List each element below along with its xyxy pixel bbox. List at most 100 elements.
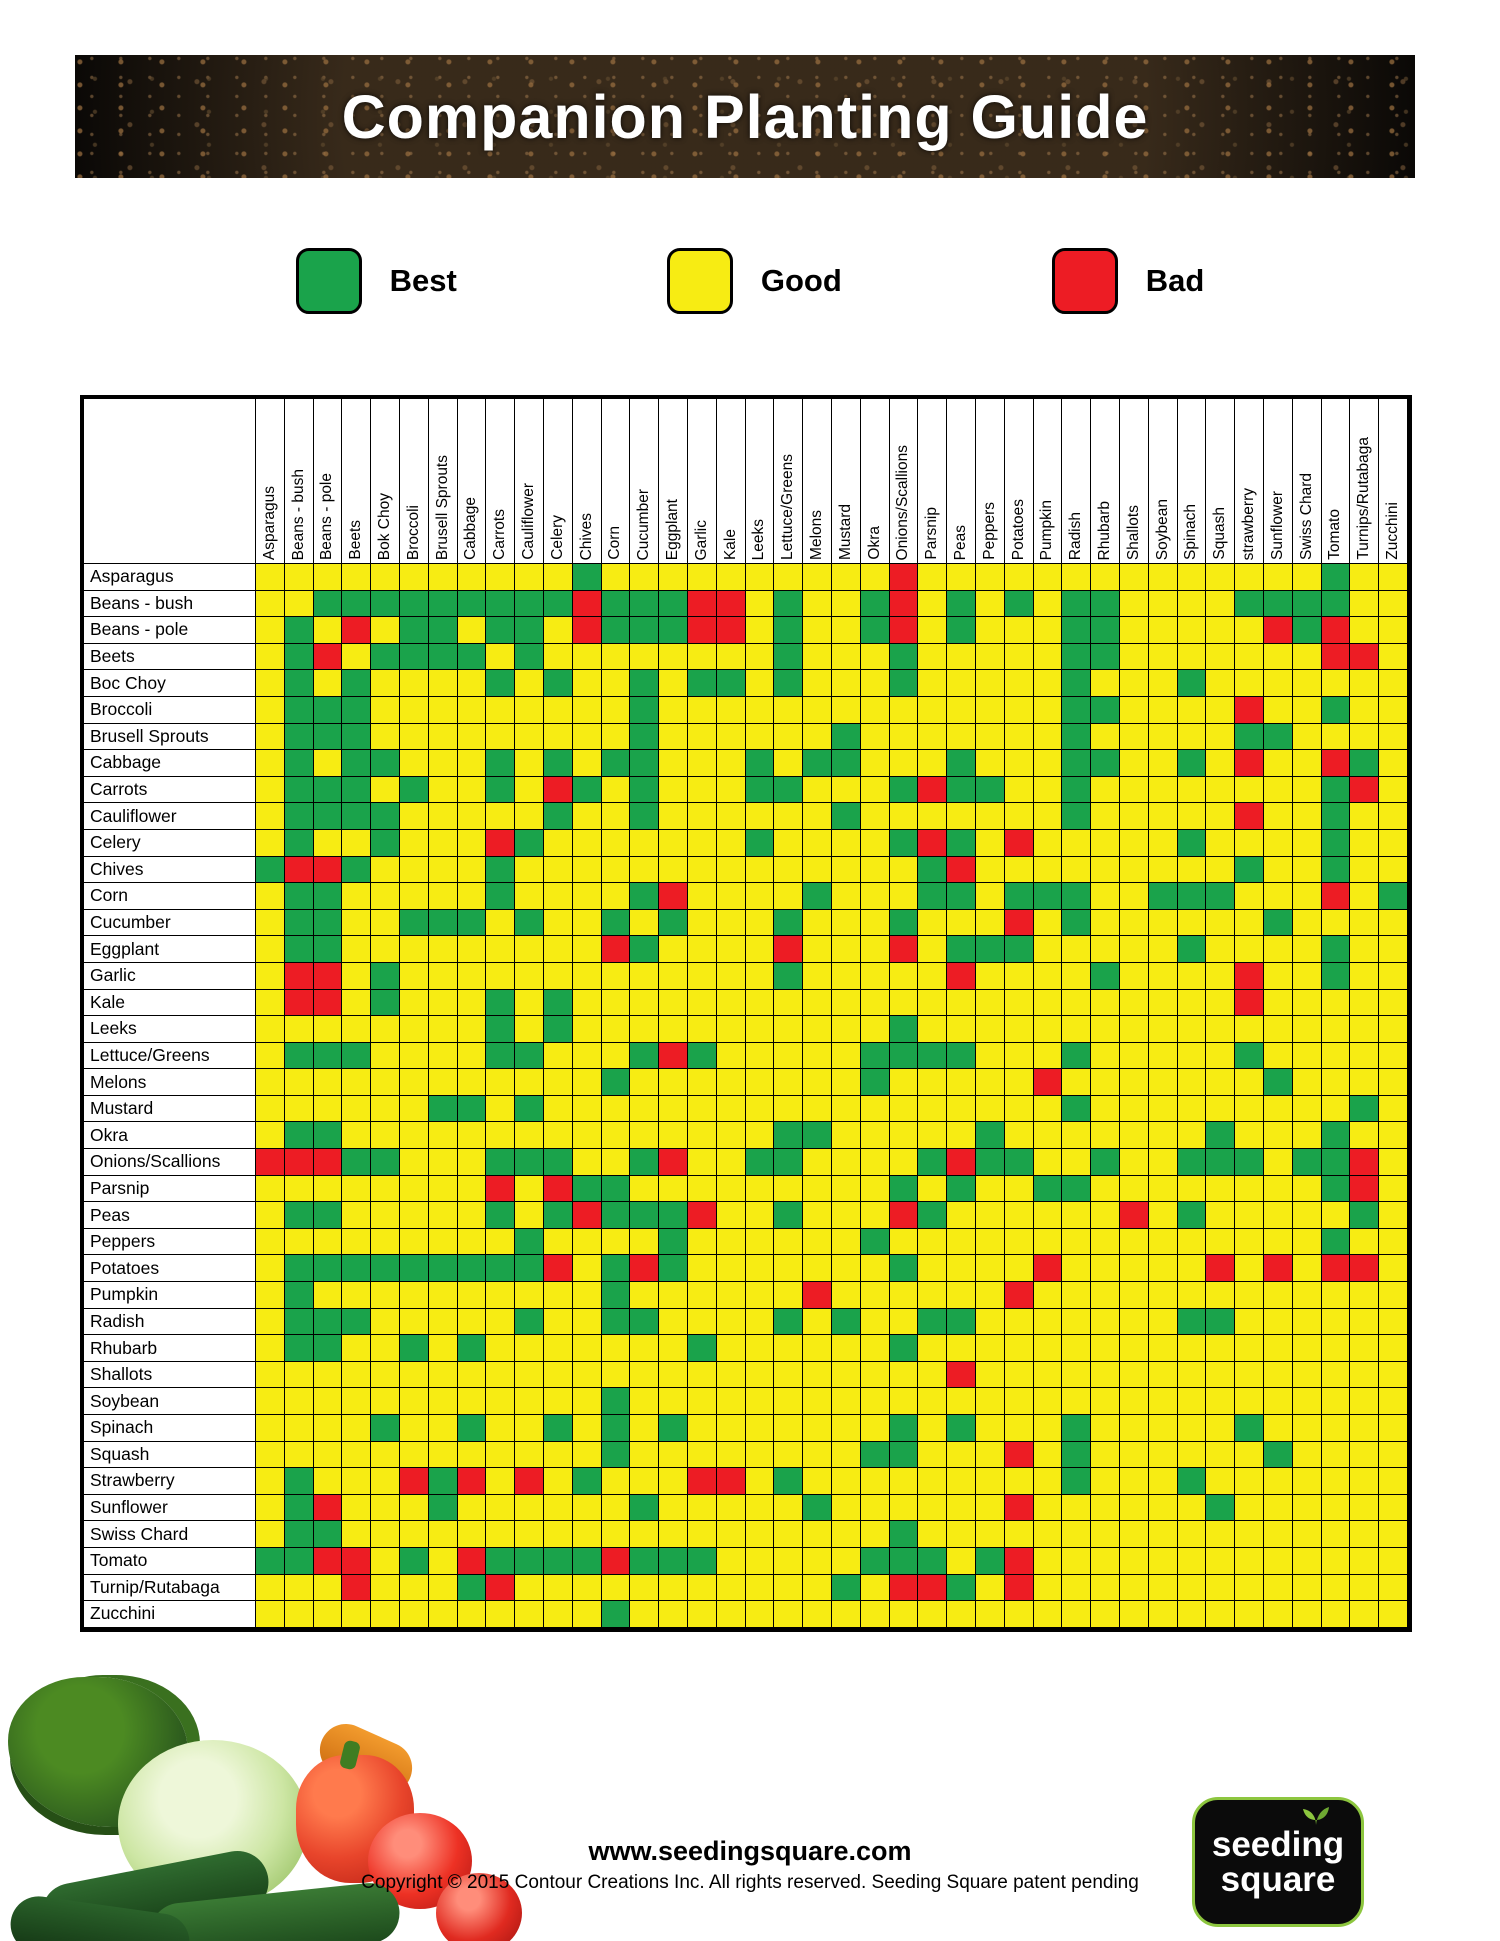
matrix-cell: [716, 750, 746, 777]
matrix-cell: [1379, 962, 1408, 990]
matrix-cell: [457, 989, 487, 1017]
matrix-cell: [1177, 1388, 1207, 1415]
matrix-cell: [284, 1069, 314, 1096]
matrix-cell: [1350, 803, 1380, 830]
matrix-cell: [659, 1468, 688, 1495]
matrix-cell: [745, 617, 775, 644]
matrix-cell: [745, 1255, 775, 1283]
matrix-cell: [1292, 617, 1322, 644]
matrix-cell: [1091, 909, 1120, 937]
matrix-cell: [860, 883, 890, 910]
matrix-cell: [889, 1016, 919, 1043]
matrix-cell: [1206, 1441, 1236, 1469]
matrix-cell: [1321, 962, 1351, 990]
matrix-cell: [601, 1175, 631, 1203]
matrix-cell: [486, 670, 516, 697]
matrix-cell: [630, 1468, 660, 1495]
matrix-cell: [515, 936, 544, 963]
row-label: Leeks: [84, 1016, 256, 1043]
matrix-cell: [1148, 1547, 1178, 1575]
matrix-cell: [486, 643, 516, 671]
matrix-cell: [284, 1494, 314, 1522]
matrix-cell: [947, 643, 976, 671]
matrix-cell: [313, 1282, 343, 1309]
matrix-cell: [630, 883, 660, 910]
matrix-cell: [1004, 776, 1034, 804]
matrix-cell: [1004, 989, 1034, 1017]
matrix-cell: [1379, 1441, 1408, 1469]
matrix-cell: [1321, 1069, 1351, 1096]
matrix-cell: [342, 696, 372, 724]
matrix-cell: [1235, 1521, 1264, 1548]
matrix-cell: [543, 1574, 573, 1602]
matrix-cell: [659, 1069, 688, 1096]
column-header: Broccoli: [399, 399, 429, 564]
matrix-cell: [889, 909, 919, 937]
matrix-cell: [1033, 829, 1063, 857]
matrix-cell: [1350, 1255, 1380, 1283]
matrix-cell: [1004, 1441, 1034, 1469]
matrix-cell: [889, 723, 919, 751]
matrix-cell: [1119, 1494, 1149, 1522]
column-header: Okra: [860, 399, 890, 564]
matrix-cell: [601, 1095, 631, 1123]
matrix-cell: [831, 1494, 861, 1522]
matrix-cell: [1206, 856, 1236, 884]
matrix-cell: [601, 1149, 631, 1176]
matrix-cell: [1091, 1255, 1120, 1283]
column-header: Beets: [342, 399, 372, 564]
matrix-cell: [256, 829, 285, 857]
matrix-cell: [313, 883, 343, 910]
matrix-cell: [284, 1335, 314, 1362]
matrix-cell: [630, 856, 660, 884]
matrix-cell: [1263, 1521, 1293, 1548]
matrix-cell: [1033, 670, 1063, 697]
matrix-cell: [313, 1441, 343, 1469]
matrix-cell: [1292, 1202, 1322, 1229]
matrix-cell: [543, 909, 573, 937]
column-header: Spinach: [1177, 399, 1207, 564]
matrix-cell: [947, 1335, 976, 1362]
matrix-cell: [860, 1282, 890, 1309]
matrix-cell: [860, 1095, 890, 1123]
matrix-cell: [1091, 1149, 1120, 1176]
matrix-cell: [284, 1282, 314, 1309]
matrix-cell: [659, 1547, 688, 1575]
matrix-cell: [1321, 750, 1351, 777]
matrix-cell: [831, 1468, 861, 1495]
matrix-cell: [515, 1547, 544, 1575]
matrix-cell: [371, 1095, 400, 1123]
matrix-cell: [947, 1468, 976, 1495]
matrix-cell: [543, 750, 573, 777]
matrix-cell: [1263, 1016, 1293, 1043]
matrix-cell: [1148, 803, 1178, 830]
matrix-cell: [457, 1547, 487, 1575]
row-label: Beans - pole: [84, 617, 256, 644]
matrix-cell: [1263, 829, 1293, 857]
matrix-cell: [371, 1415, 400, 1442]
matrix-cell: [975, 1547, 1005, 1575]
matrix-cell: [1263, 1415, 1293, 1442]
matrix-cell: [1235, 670, 1264, 697]
legend-swatch-good: [666, 248, 733, 314]
matrix-cell: [1091, 564, 1120, 591]
matrix-cell: [457, 1494, 487, 1522]
matrix-cell: [687, 1016, 717, 1043]
matrix-cell: [515, 1175, 544, 1203]
matrix-cell: [860, 1468, 890, 1495]
matrix-cell: [399, 1335, 429, 1362]
matrix-cell: [342, 1335, 372, 1362]
matrix-cell: [428, 936, 458, 963]
matrix-cell: [975, 962, 1005, 990]
matrix-cell: [975, 1388, 1005, 1415]
matrix-cell: [572, 1149, 602, 1176]
matrix-cell: [486, 856, 516, 884]
matrix-cell: [342, 670, 372, 697]
matrix-cell: [572, 723, 602, 751]
matrix-cell: [918, 936, 948, 963]
matrix-cell: [1033, 1441, 1063, 1469]
matrix-cell: [1177, 564, 1207, 591]
matrix-cell: [975, 1361, 1005, 1389]
matrix-cell: [256, 1095, 285, 1123]
matrix-cell: [975, 883, 1005, 910]
